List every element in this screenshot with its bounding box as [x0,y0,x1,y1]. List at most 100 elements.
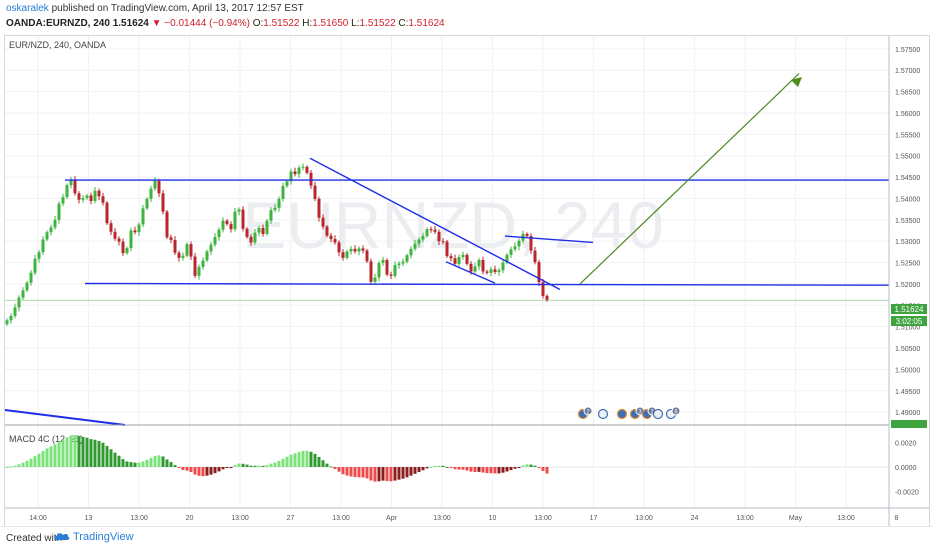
macd-bar [525,464,529,467]
candle-body [129,230,133,249]
published-text: published on TradingView.com, April 13, … [48,3,304,14]
projection-arrow [579,73,800,285]
macd-bar [221,467,225,470]
candle-body [417,239,421,244]
macd-bar [281,458,285,467]
macd-bar [185,467,189,471]
watermark: EURNZD, 240 [242,188,664,262]
time-tick-label: 13:00 [130,515,148,522]
macd-bar [421,467,425,471]
candle-body [189,244,193,257]
time-tick-label: 20 [186,515,194,522]
macd-bar [141,461,145,467]
macd-bar [261,465,265,467]
macd-bar [37,453,41,467]
badge-count-bg [671,406,681,416]
macd-bar [197,467,201,476]
low-label: L: [351,18,360,29]
macd-bar [253,465,257,467]
username-link[interactable]: oskaralek [6,3,49,14]
candle-body [513,246,517,250]
candle-body [545,295,549,301]
tradingview-logo[interactable]: TradingView [54,531,134,543]
macd-bar [369,467,373,481]
macd-bar [373,467,377,482]
macd-bar [317,456,321,467]
price-axis[interactable]: 1.57500 1.57000 1.56500 1.56000 1.55500 1.550… [895,47,920,417]
time-axis[interactable]: 14:00 13 13:00 20 13:00 27 13:00 Apr 13:00 10 13:0… [29,515,898,522]
time-tick-label: 17 [590,515,598,522]
candle-body [269,209,273,221]
candle-body [33,258,37,273]
macd-bar [213,467,217,474]
candle-body [273,207,277,210]
candle-body [373,277,377,282]
calendar-icon[interactable]: 3 [629,406,645,420]
badge-circle [597,408,609,420]
price-axis-bg[interactable] [889,36,929,526]
macd-bar [385,467,389,482]
candle-body [421,236,425,240]
macd-tick-label: 0.0000 [895,465,917,472]
macd-bar [293,453,297,467]
macd-bar [493,467,497,474]
candle-body [517,240,521,247]
macd-bar [505,467,509,472]
macd-bar [25,460,29,467]
macd-bar [341,467,345,475]
candle-body [481,259,485,272]
candle-body [233,211,237,230]
candle-body [89,195,93,202]
calendar-icon[interactable]: 2 [577,406,593,420]
macd-bar [537,467,541,469]
candles [5,163,889,326]
chart-frame[interactable]: EURNZD, 240 EUR/NZD, 240, OANDA 2 3 2 6 MAC… [4,35,930,527]
high-label: H: [302,18,313,29]
macd-bar [241,463,245,467]
candle-body [25,282,29,291]
macd-bar [29,458,33,467]
candle-body [453,258,457,264]
footer: Created with TradingView [0,526,932,551]
candle-body [93,190,97,202]
macd-bar [77,436,81,467]
bar-countdown: 3:02:05 [896,317,923,326]
chart-title: EUR/NZD, 240, OANDA [9,40,106,50]
candle-body [293,171,297,175]
candle-body [37,252,41,259]
event-badges[interactable]: 2 3 2 6 [577,406,681,420]
chart-svg[interactable]: EURNZD, 240 EUR/NZD, 240, OANDA 2 3 2 6 MAC… [4,36,929,526]
macd-bar [409,467,413,476]
candle-body [529,236,533,251]
macd-bar [205,467,209,476]
calendar-icon[interactable] [616,408,628,420]
macd-axis[interactable]: 0.0020 0.0000 -0.0020 [895,441,919,497]
dividend-icon[interactable] [597,408,609,420]
dividend-icon[interactable] [652,408,664,420]
candle-body [397,263,401,266]
candle-body [541,282,545,296]
candle-body [409,248,413,256]
macd-bar [133,462,137,467]
candle-body [345,251,349,258]
macd-bar [401,467,405,479]
candle-body [217,229,221,237]
price-label-box: 1.51624 3:02:05 [891,304,927,326]
candle-body [53,219,57,228]
price-tick-label: 1.49500 [895,389,920,396]
candle-body [165,211,169,238]
high-value: 1.51650 [312,18,349,29]
badge-circle [652,408,664,420]
macd-bar [425,467,429,469]
macd-bar [445,466,449,468]
candle-body [297,167,301,175]
candle-body [377,262,381,278]
time-tick-label: 24 [691,515,699,522]
cloud-icon [54,533,70,540]
open-value: 1.51522 [263,18,300,29]
macd-bar [41,450,45,467]
candle-body [461,254,465,258]
dividend-icon[interactable]: 6 [665,406,681,420]
macd-bar [389,467,393,482]
candle-body [77,193,81,200]
